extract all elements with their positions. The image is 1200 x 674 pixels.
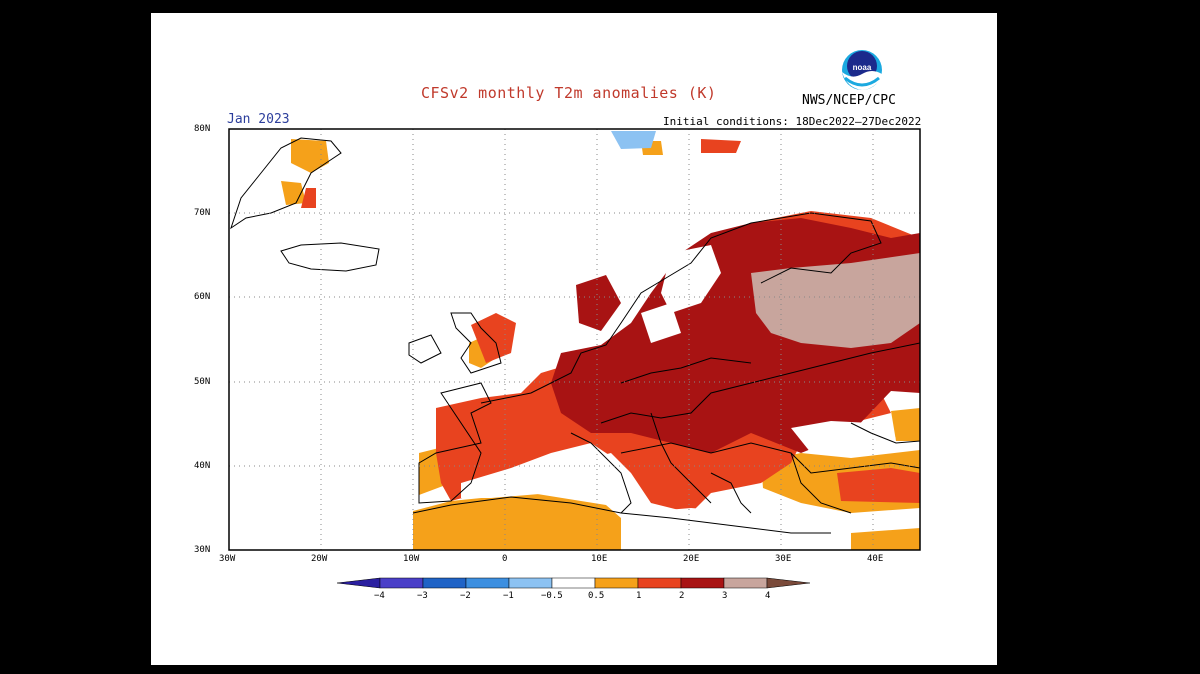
map-panel: CFSv2 monthly T2m anomalies (K) NWS/NCEP… xyxy=(151,13,997,665)
lon-label: 20E xyxy=(683,554,700,564)
lon-label: 10E xyxy=(591,554,608,564)
colorbar-segment xyxy=(465,577,510,589)
anomaly-fields xyxy=(281,131,920,550)
colorbar-tick: 3 xyxy=(722,591,728,601)
colorbar-segment xyxy=(508,577,553,589)
colorbar-segment xyxy=(336,577,381,589)
colorbar-tick: −0.5 xyxy=(541,591,563,601)
lat-label: 30N xyxy=(194,545,211,555)
colorbar-segment xyxy=(766,577,811,589)
colorbar-tick: 2 xyxy=(679,591,685,601)
colorbar-segment xyxy=(680,577,725,589)
map-frame xyxy=(228,128,921,551)
svg-text:noaa: noaa xyxy=(853,63,872,72)
lon-label: 30W xyxy=(219,554,236,564)
colorbar-tick: 4 xyxy=(765,591,771,601)
colorbar-tick: 0.5 xyxy=(588,591,605,601)
anomaly-map xyxy=(228,128,921,551)
colorbar-segment xyxy=(637,577,682,589)
lat-label: 50N xyxy=(194,377,211,387)
lon-label: 0 xyxy=(502,554,508,564)
colorbar-segment xyxy=(379,577,424,589)
colorbar-segment xyxy=(422,577,467,589)
colorbar xyxy=(336,577,811,589)
map-title: CFSv2 monthly T2m anomalies (K) xyxy=(421,84,717,102)
lon-label: 20W xyxy=(311,554,328,564)
lon-label: 10W xyxy=(403,554,420,564)
lon-label: 30E xyxy=(775,554,792,564)
lat-label: 70N xyxy=(194,208,211,218)
lat-label: 80N xyxy=(194,124,211,134)
noaa-logo-icon: noaa xyxy=(842,50,882,90)
colorbar-tick: −3 xyxy=(417,591,428,601)
colorbar-tick: −2 xyxy=(460,591,471,601)
colorbar-tick: −1 xyxy=(503,591,514,601)
initial-conditions: Initial conditions: 18Dec2022–27Dec2022 xyxy=(663,115,922,128)
forecast-month: Jan 2023 xyxy=(227,112,290,127)
coastlines xyxy=(230,137,920,534)
agency-label: NWS/NCEP/CPC xyxy=(802,93,896,108)
colorbar-tick: 1 xyxy=(636,591,642,601)
lat-label: 40N xyxy=(194,461,211,471)
colorbar-segment xyxy=(723,577,768,589)
lat-label: 60N xyxy=(194,292,211,302)
lon-label: 40E xyxy=(867,554,884,564)
colorbar-segment xyxy=(594,577,639,589)
graticule xyxy=(229,129,920,550)
colorbar-segment xyxy=(551,577,596,589)
colorbar-tick: −4 xyxy=(374,591,385,601)
